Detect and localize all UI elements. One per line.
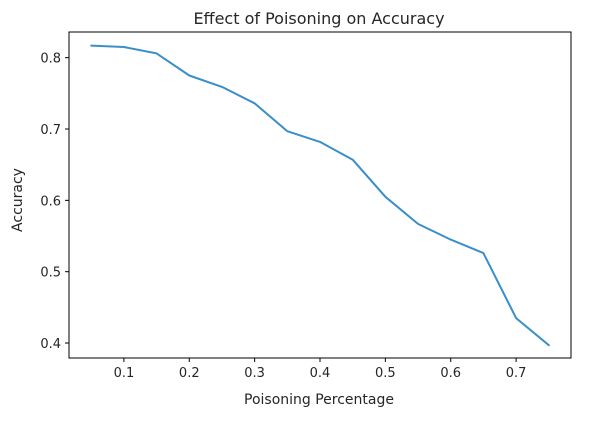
data-point <box>188 75 190 77</box>
data-point <box>123 46 125 48</box>
chart-title: Effect of Poisoning on Accuracy <box>193 9 444 28</box>
x-tick-label: 0.5 <box>375 366 396 381</box>
x-tick-label: 0.1 <box>114 366 135 381</box>
data-point <box>548 344 550 346</box>
series-layer <box>90 44 550 347</box>
x-axis-title: Poisoning Percentage <box>244 392 394 408</box>
data-point <box>286 130 288 132</box>
plot-area <box>68 31 572 359</box>
x-tick-label: 0.6 <box>440 366 461 381</box>
y-tick-label: 0.6 <box>40 194 61 209</box>
plot-frame <box>68 31 572 359</box>
data-point <box>417 223 419 225</box>
x-tick-label: 0.4 <box>310 366 331 381</box>
data-point <box>515 317 517 319</box>
data-point <box>254 102 256 104</box>
y-tick-label: 0.5 <box>40 266 61 281</box>
data-point <box>384 196 386 198</box>
x-tick-label: 0.3 <box>244 366 265 381</box>
y-axis-ticks: 0.4 0.5 0.6 0.7 0.8 <box>40 52 69 352</box>
data-point <box>90 45 92 47</box>
data-point <box>450 239 452 241</box>
data-point <box>319 141 321 143</box>
data-point <box>482 252 484 254</box>
data-point <box>352 159 354 161</box>
y-tick-label: 0.7 <box>40 123 61 138</box>
y-tick-label: 0.8 <box>40 52 61 67</box>
y-axis-title: Accuracy <box>10 168 26 232</box>
series-line <box>90 44 550 347</box>
x-tick-label: 0.2 <box>179 366 200 381</box>
data-point <box>221 86 223 88</box>
x-axis-ticks: 0.1 0.2 0.3 0.4 0.5 0.6 0.7 <box>114 358 527 381</box>
y-tick-label: 0.4 <box>40 337 61 352</box>
x-tick-label: 0.7 <box>506 366 527 381</box>
data-point <box>156 52 158 54</box>
